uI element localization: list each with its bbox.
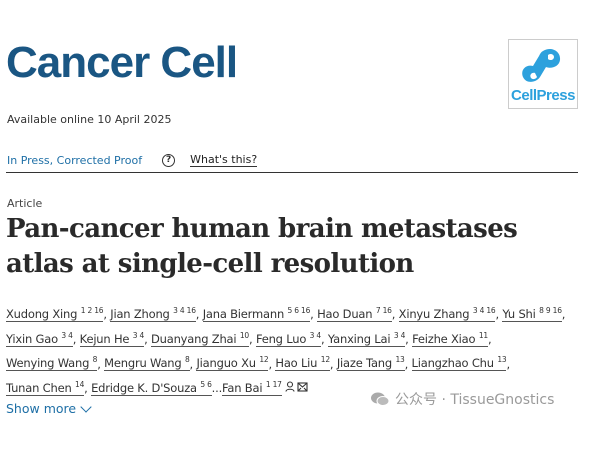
author-name: Edridge K. D'Souza	[91, 381, 197, 396]
author-name: Jana Biermann	[202, 306, 285, 321]
author-link[interactable]: Xudong Xing 1 2 16	[6, 306, 104, 322]
author-link[interactable]: Wenying Wang 8	[6, 355, 98, 372]
whats-this-link[interactable]: What's this?	[190, 153, 258, 167]
author-name: Wenying Wang	[6, 356, 90, 371]
affiliation-numbers: 7 16	[375, 306, 392, 315]
author-name: Jiaze Tang	[336, 356, 392, 371]
affiliation-numbers: 10	[239, 330, 250, 340]
available-online-date: Available online 10 April 2025	[7, 113, 172, 126]
author-name: Hao Duan	[317, 306, 373, 321]
author-link[interactable]: Tunan Chen 14	[6, 380, 85, 397]
author-name: Yixin Gao	[6, 331, 58, 346]
affiliation-numbers: 3 4 16	[173, 306, 196, 315]
affiliation-numbers: 1 2 16	[80, 306, 104, 315]
author-link[interactable]: Jiaze Tang 13	[336, 355, 405, 372]
author-name: Jian Zhong	[110, 306, 170, 321]
affiliation-numbers: 14	[75, 380, 85, 390]
author-name: Tunan Chen	[6, 381, 72, 396]
author-name: Duanyang Zhai	[151, 331, 237, 346]
affiliation-numbers: 3 4	[309, 330, 322, 340]
author-link[interactable]: Jian Zhong 3 4 16	[110, 306, 196, 322]
author-name: Fan Bai	[222, 381, 263, 396]
author-name: Mengru Wang	[104, 356, 182, 371]
article-status: In Press, Corrected Proof ? What's this?	[7, 153, 258, 167]
chevron-down-icon	[80, 400, 92, 413]
author-link[interactable]: Yixin Gao 3 4	[6, 330, 73, 347]
author-link[interactable]: Yanxing Lai 3 4	[327, 330, 406, 347]
affiliation-numbers: 8 9 16	[539, 306, 562, 315]
author-name: Jianguo Xu	[196, 356, 256, 371]
watermark: 公众号 · TissueGnostics	[370, 389, 554, 409]
author-link[interactable]: Jianguo Xu 12	[196, 355, 269, 372]
author-link[interactable]: Fan Bai 1 17	[222, 380, 282, 397]
author-link[interactable]: Mengru Wang 8	[104, 355, 190, 372]
author-link[interactable]: Xinyu Zhang 3 4 16	[398, 306, 496, 322]
author-name: Hao Liu	[275, 356, 318, 371]
affiliation-numbers: 3 4 16	[472, 306, 496, 315]
cellpress-logo-icon	[522, 49, 561, 82]
author-name: Yu Shi	[502, 306, 536, 321]
author-list: Xudong Xing 1 2 16, Jian Zhong 3 4 16, J…	[6, 306, 566, 397]
affiliation-numbers: 3 4	[393, 330, 406, 340]
author-name: Feizhe Xiao	[412, 331, 476, 346]
help-icon[interactable]: ?	[162, 153, 176, 167]
affiliation-numbers: 5 6	[200, 380, 212, 390]
watermark-text: 公众号 · TissueGnostics	[395, 392, 555, 408]
affiliation-numbers: 13	[395, 355, 405, 365]
affiliation-numbers: 13	[497, 355, 507, 365]
author-link[interactable]: Hao Duan 7 16	[317, 306, 392, 322]
author-name: Xinyu Zhang	[398, 306, 470, 321]
author-link[interactable]: Feng Luo 3 4	[255, 330, 322, 347]
affiliation-numbers: 12	[259, 355, 269, 365]
affiliation-numbers: 3 4	[132, 330, 145, 340]
person-icon	[285, 381, 295, 392]
affiliation-numbers: 11	[478, 330, 488, 340]
show-more-button[interactable]: Show more	[6, 400, 92, 416]
mail-icon	[297, 382, 308, 392]
author-name: Liangzhao Chu	[411, 356, 495, 371]
cellpress-logo[interactable]: CellPress	[508, 39, 578, 109]
person-mail-icons[interactable]	[285, 381, 309, 392]
affiliation-numbers: 8	[184, 355, 190, 365]
article-title: Pan-cancer human brain metastases atlas …	[6, 214, 518, 279]
author-name: Feng Luo	[255, 331, 307, 346]
divider	[6, 172, 578, 173]
author-link[interactable]: Liangzhao Chu 13	[411, 355, 507, 372]
author-link[interactable]: Duanyang Zhai 10	[151, 330, 250, 347]
ellipsis: ...	[211, 381, 223, 396]
author-link[interactable]: Yu Shi 8 9 16	[502, 306, 562, 322]
logo-text: CellPress	[511, 87, 575, 104]
affiliation-numbers: 3 4	[61, 330, 73, 340]
author-link[interactable]: Kejun He 3 4	[79, 330, 145, 347]
author-link[interactable]: Jana Biermann 5 6 16	[202, 306, 311, 322]
in-press-label: In Press, Corrected Proof	[7, 153, 143, 167]
affiliation-numbers: 5 6 16	[287, 306, 311, 315]
author-name: Kejun He	[79, 331, 130, 346]
affiliation-numbers: 8	[92, 355, 98, 365]
affiliation-numbers: 1 17	[265, 380, 282, 390]
journal-title[interactable]: Cancer Cell	[6, 38, 238, 87]
author-link[interactable]: Feizhe Xiao 11	[412, 330, 488, 347]
author-link[interactable]: Hao Liu 12	[275, 355, 330, 372]
article-type: Article	[7, 197, 43, 210]
affiliation-numbers: 12	[320, 355, 330, 365]
author-link[interactable]: Edridge K. D'Souza 5 6	[91, 380, 212, 397]
wechat-icon	[371, 392, 390, 406]
author-name: Yanxing Lai	[327, 331, 391, 346]
author-name: Xudong Xing	[6, 306, 78, 321]
show-more-label: Show more	[6, 401, 77, 416]
